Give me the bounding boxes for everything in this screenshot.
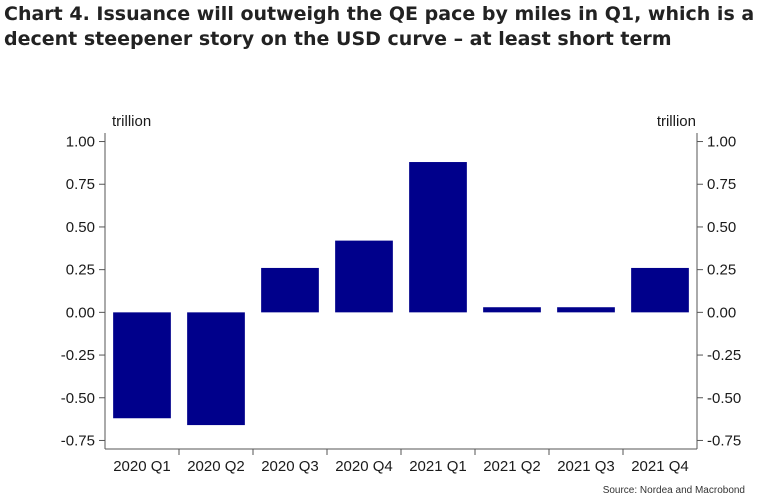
- left-y-tick-label: 0.00: [66, 304, 95, 321]
- x-tick-label: 2021 Q3: [557, 458, 615, 475]
- bar-2021-q1: [409, 162, 467, 313]
- left-unit-label: trillion: [112, 113, 151, 130]
- x-tick-label: 2021 Q1: [409, 458, 467, 475]
- bar-2020-q3: [261, 267, 319, 313]
- bar-2020-q4: [335, 240, 393, 313]
- chart-title: Chart 4. Issuance will outweigh the QE p…: [4, 3, 755, 50]
- right-y-tick-label: -0.50: [707, 390, 741, 407]
- x-tick-label: 2021 Q4: [631, 458, 689, 475]
- left-y-tick-label: 1.00: [66, 134, 95, 151]
- left-y-tick-label: 0.75: [66, 176, 95, 193]
- left-y-tick-label: -0.50: [61, 390, 95, 407]
- left-y-tick-label: -0.25: [61, 347, 95, 364]
- bar-2021-q3: [557, 307, 615, 313]
- right-y-tick-label: 0.50: [707, 219, 736, 236]
- left-y-tick-label: 0.25: [66, 262, 95, 279]
- x-tick-label: 2020 Q1: [113, 458, 171, 475]
- source-note: Source: Nordea and Macrobond: [603, 485, 745, 496]
- left-y-tick-label: -0.75: [61, 432, 95, 449]
- x-tick-label: 2020 Q4: [335, 458, 393, 475]
- right-y-tick-label: 0.75: [707, 176, 736, 193]
- bar-2021-q4: [631, 267, 689, 313]
- bar-2020-q1: [113, 312, 171, 419]
- x-tick-label: 2021 Q2: [483, 458, 541, 475]
- x-tick-label: 2020 Q2: [187, 458, 245, 475]
- bars-layer: [113, 162, 689, 426]
- x-tick-label: 2020 Q3: [261, 458, 319, 475]
- right-y-tick-label: 0.00: [707, 304, 736, 321]
- bar-2020-q2: [187, 312, 245, 426]
- axes-layer: 1.00 1.00 0.75 0.75 0.50 0.50 0.25 0.25 0.00 0.00…: [61, 133, 741, 475]
- right-y-tick-label: -0.25: [707, 347, 741, 364]
- right-unit-label: trillion: [657, 113, 696, 130]
- bar-2021-q2: [483, 307, 541, 313]
- right-y-tick-label: 1.00: [707, 134, 736, 151]
- left-y-tick-label: 0.50: [66, 219, 95, 236]
- right-y-tick-label: 0.25: [707, 262, 736, 279]
- right-y-tick-label: -0.75: [707, 432, 741, 449]
